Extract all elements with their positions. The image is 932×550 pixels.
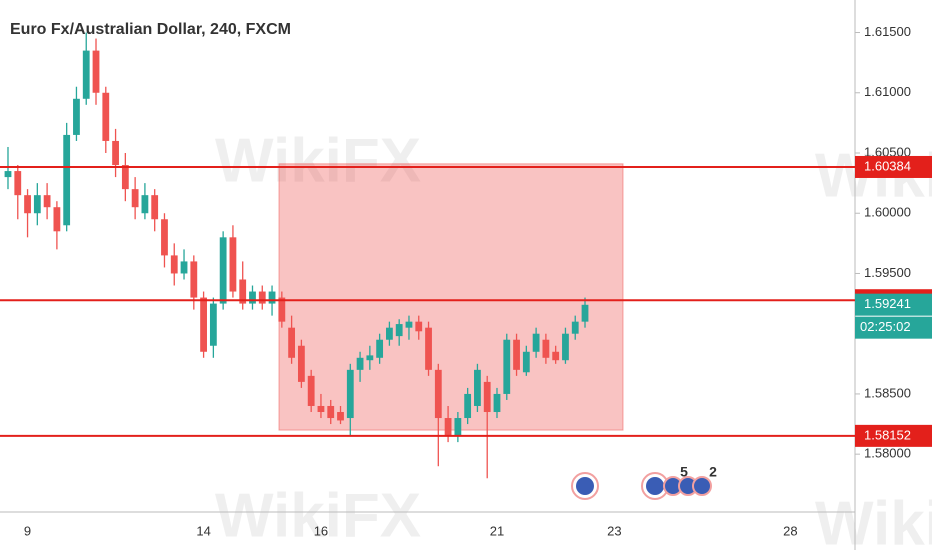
candle-body [190, 261, 198, 298]
candle-body [513, 339, 520, 370]
x-tick-label: 21 [490, 523, 504, 538]
candle-body [327, 405, 335, 419]
candle-body [161, 219, 168, 256]
candle-body [131, 189, 139, 208]
level-label-bg [855, 424, 932, 447]
candle-body [209, 303, 217, 346]
candle-body [288, 327, 296, 358]
candle-body [571, 321, 579, 334]
x-tick-label: 28 [783, 523, 797, 538]
candle-body [278, 297, 286, 322]
candle-body [219, 237, 227, 304]
candle-body [562, 333, 569, 361]
last-price-label: 1.59241 [864, 296, 911, 311]
countdown-bg [855, 316, 932, 339]
event-icon [646, 477, 664, 495]
candle-body [4, 171, 12, 178]
last-price-bg [855, 293, 932, 316]
chart-title: Euro Fx/Australian Dollar, 240, FXCM [10, 21, 291, 38]
candle-body [258, 291, 266, 304]
candle-body [493, 393, 501, 413]
countdown: 02:25:02 [860, 319, 911, 334]
candle-body [112, 140, 119, 166]
candle-body [92, 50, 100, 93]
candle-body [444, 418, 452, 437]
candle-body [82, 50, 90, 99]
level-label: 1.60384 [864, 158, 911, 173]
candle-body [141, 195, 149, 214]
candle-body [464, 393, 472, 419]
candle-body [474, 369, 481, 406]
watermark: WikiFX [215, 126, 421, 195]
candle-body [14, 171, 22, 196]
x-tick-label: 23 [607, 523, 621, 538]
candle-body [307, 375, 315, 406]
candle-body [425, 327, 432, 370]
candle-body [552, 351, 560, 361]
candle-body [522, 351, 530, 373]
candle-body [405, 321, 413, 328]
level-label-bg [855, 155, 932, 178]
candle-body [483, 381, 491, 413]
events: 5 2 [571, 464, 717, 500]
candle-body [337, 412, 344, 421]
x-tick-label: 16 [314, 523, 328, 538]
candle-body [454, 418, 462, 437]
candle-body [180, 261, 188, 274]
y-tick-label: 1.61000 [864, 84, 911, 99]
candle-body [503, 339, 511, 394]
y-tick-label: 1.61500 [864, 24, 911, 39]
candle-body [200, 297, 207, 352]
candle-body [366, 355, 374, 361]
x-tick-label: 14 [196, 523, 210, 538]
candle-body [415, 321, 423, 332]
event-count: 5 [680, 464, 688, 480]
candle-body [102, 92, 110, 141]
candle-body [249, 291, 256, 304]
candle-body [581, 304, 589, 322]
candle-body [268, 291, 276, 304]
y-tick-label: 1.59500 [864, 265, 911, 280]
candle-body [532, 333, 540, 352]
candle-body [395, 324, 403, 337]
watermarks: WikiFX WikiFX WikiFX WikiFX [215, 126, 932, 550]
y-tick-label: 1.58500 [864, 385, 911, 400]
candle-body [121, 165, 129, 190]
event-count: 2 [709, 464, 717, 480]
candle-body [229, 237, 237, 292]
candle-body [239, 279, 247, 304]
x-tick-label: 9 [24, 523, 31, 538]
y-tick-label: 1.60500 [864, 144, 911, 159]
event-icon [692, 476, 712, 496]
candle-body [53, 207, 61, 232]
level-label: 1.58152 [864, 427, 911, 442]
candle-body [43, 195, 51, 208]
candle-body [356, 357, 364, 370]
candle-body [33, 195, 41, 214]
candle-body [73, 98, 80, 135]
candle-body [434, 369, 442, 419]
watermark: WikiFX [215, 481, 421, 550]
candle-body [317, 405, 325, 413]
candle-body [151, 195, 159, 220]
zone [278, 163, 624, 431]
y-tick-label: 1.60000 [864, 205, 911, 220]
candle-body [346, 369, 354, 419]
event-icon [576, 477, 594, 495]
candle-body [297, 345, 305, 382]
y-tick-label: 1.58000 [864, 446, 911, 461]
candle-body [63, 134, 71, 226]
candle-body [542, 339, 550, 358]
candle-body [170, 255, 178, 274]
candle-body [24, 195, 31, 214]
candle-body [386, 327, 393, 340]
watermark: WikiFX [815, 489, 932, 550]
candle-body [376, 339, 384, 358]
